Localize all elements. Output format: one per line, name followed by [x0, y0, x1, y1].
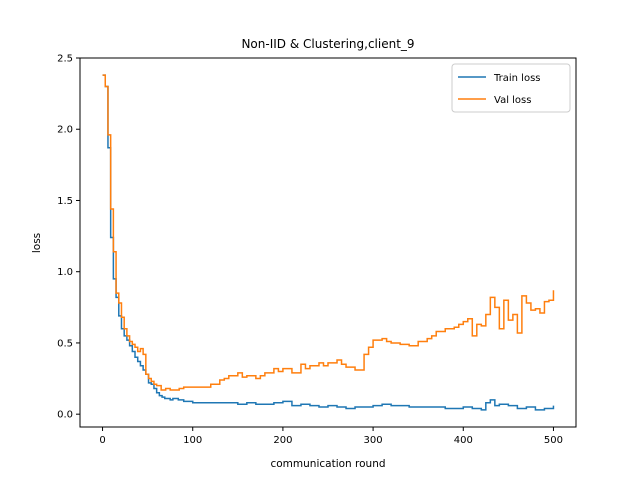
chart-title: Non-IID & Clustering,client_9 — [241, 37, 414, 51]
y-tick-label: 0.0 — [57, 410, 73, 421]
x-tick-label: 0 — [99, 435, 105, 446]
plot-frame — [79, 57, 577, 428]
legend-box — [451, 63, 571, 113]
y-tick-label: 1.0 — [57, 267, 73, 278]
x-axis-ticks: 0 100 200 300 400 500 — [99, 427, 563, 446]
series-line-val-loss — [102, 74, 555, 391]
x-tick-label: 500 — [544, 435, 563, 446]
y-axis-label: loss — [31, 233, 43, 253]
y-tick-label: 2.0 — [57, 125, 73, 136]
y-tick-label: 0.5 — [57, 338, 73, 349]
y-axis-ticks: 0.0 0.5 1.0 1.5 2.0 2.5 — [57, 54, 80, 421]
x-axis-label: communication round — [270, 458, 385, 470]
x-tick-label: 100 — [183, 435, 202, 446]
series-layer — [102, 74, 555, 411]
legend: Train loss Val loss — [451, 63, 571, 113]
y-tick-label: 1.5 — [57, 196, 73, 207]
x-tick-label: 300 — [364, 435, 383, 446]
legend-label: Train loss — [493, 73, 541, 84]
x-tick-label: 400 — [454, 435, 473, 446]
legend-label: Val loss — [494, 95, 531, 106]
series-line-train-loss — [102, 74, 555, 411]
x-tick-label: 200 — [273, 435, 292, 446]
y-tick-label: 2.5 — [57, 54, 73, 65]
